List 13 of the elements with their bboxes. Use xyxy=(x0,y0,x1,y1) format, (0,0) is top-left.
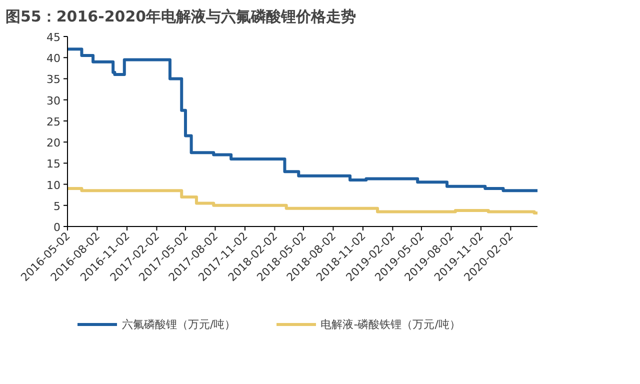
chart-title: 图55：2016-2020年电解液与六氟磷酸锂价格走势 xyxy=(6,8,356,26)
legend-label: 六氟磷酸锂（万元/吨） xyxy=(122,316,236,332)
y-tick-label: 25 xyxy=(46,115,61,128)
y-tick-label: 5 xyxy=(54,200,60,213)
y-tick-label: 45 xyxy=(46,31,61,44)
y-tick-label: 15 xyxy=(46,158,61,171)
y-tick-label: 10 xyxy=(46,178,61,192)
legend-label: 电解液-磷酸铁锂（万元/吨） xyxy=(320,316,460,332)
y-tick-label: 40 xyxy=(46,52,61,66)
y-tick-label: 30 xyxy=(46,94,61,108)
y-tick-label: 35 xyxy=(46,73,61,86)
y-tick-label: 0 xyxy=(54,221,60,234)
y-tick-label: 20 xyxy=(46,136,61,150)
